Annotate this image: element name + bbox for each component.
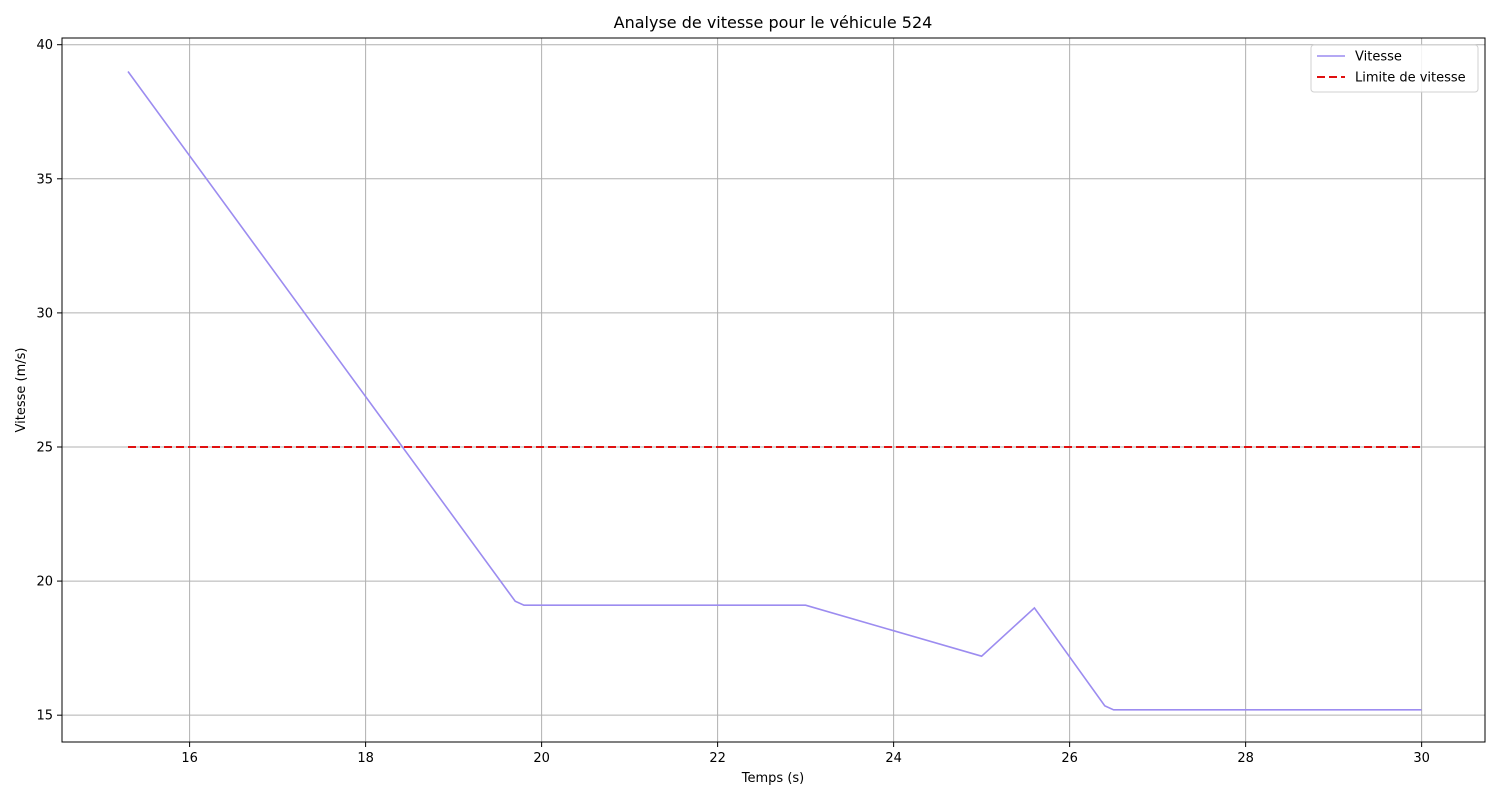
y-tick-label: 40 <box>36 38 53 53</box>
x-axis-label: Temps (s) <box>741 771 804 786</box>
y-tick-label: 35 <box>36 172 53 187</box>
y-tick-label: 30 <box>36 306 53 321</box>
legend-label: Limite de vitesse <box>1355 71 1466 86</box>
y-tick-label: 20 <box>36 575 53 590</box>
legend: Vitesse Limite de vitesse <box>1310 44 1479 93</box>
plot-frame <box>61 37 1486 743</box>
x-tick-label: 20 <box>533 751 550 766</box>
x-tick-label: 26 <box>1061 751 1078 766</box>
legend-box <box>1310 44 1479 93</box>
x-tick-label: 28 <box>1237 751 1254 766</box>
y-tick-label: 25 <box>36 440 53 455</box>
series-lines <box>127 71 1422 711</box>
series-line-vitesse <box>127 71 1422 711</box>
x-tick-label: 22 <box>709 751 726 766</box>
x-tick-label: 16 <box>181 751 198 766</box>
y-axis-ticks: 15 20 25 30 35 40 <box>36 38 62 724</box>
x-tick-label: 24 <box>885 751 902 766</box>
legend-label: Vitesse <box>1355 50 1402 65</box>
x-axis-ticks: 16 18 20 22 24 26 28 30 <box>181 742 1430 766</box>
x-tick-label: 30 <box>1413 751 1430 766</box>
x-tick-label: 18 <box>357 751 374 766</box>
y-axis-label: Vitesse (m/s) <box>14 348 29 433</box>
y-tick-label: 15 <box>36 709 53 724</box>
grid <box>62 38 1485 742</box>
chart-title: Analyse de vitesse pour le véhicule 524 <box>614 13 933 32</box>
